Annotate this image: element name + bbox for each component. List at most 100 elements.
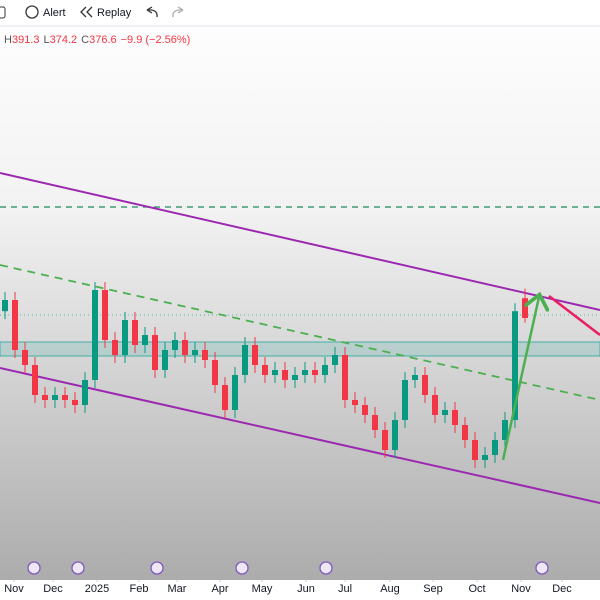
legend-key: H	[4, 34, 12, 46]
candle-body	[362, 405, 368, 415]
candle-body	[22, 350, 28, 365]
event-icon[interactable]	[71, 561, 85, 575]
alert-button[interactable]: Alert	[25, 5, 66, 19]
candle-body	[102, 290, 108, 340]
candle-body	[322, 365, 328, 375]
candle-body	[172, 340, 178, 350]
candle-body	[92, 290, 98, 380]
candle-body	[442, 410, 448, 415]
candle-body	[522, 298, 528, 318]
candle-body	[112, 340, 118, 355]
candle-body	[32, 365, 38, 395]
x-tick-label: Apr	[211, 583, 228, 595]
event-icon[interactable]	[27, 561, 41, 575]
candle-body	[2, 300, 8, 312]
legend-value: −9.9 (−2.56%)	[121, 34, 191, 46]
candle-body	[82, 380, 88, 405]
candle-body	[72, 400, 78, 405]
legend-key: L	[43, 34, 49, 46]
candle-body	[332, 355, 338, 365]
legend-key: C	[81, 34, 89, 46]
channel-lower	[0, 367, 600, 504]
event-icon[interactable]	[319, 561, 333, 575]
ohlc-text: H391.3 L374.2 C376.6 −9.9 (−2.56%)	[4, 34, 190, 46]
event-icon[interactable]	[235, 561, 249, 575]
candle-body	[232, 375, 238, 410]
candle-body	[162, 350, 168, 370]
legend-value: 374.2	[50, 34, 78, 46]
candle-body	[382, 430, 388, 450]
candle-body	[472, 440, 478, 460]
alert-icon	[25, 5, 39, 19]
event-icons	[27, 561, 549, 575]
x-tick-label: 2025	[85, 583, 109, 595]
x-tick-label: Jul	[338, 583, 352, 595]
candle-body	[512, 311, 518, 420]
x-tick-label: Feb	[130, 583, 149, 595]
replay-label: Replay	[97, 7, 132, 19]
x-tick-label: Sep	[423, 583, 443, 595]
channel-upper	[0, 172, 600, 311]
candle-body	[482, 455, 488, 460]
candle-body	[462, 425, 468, 440]
candle-body	[62, 395, 68, 400]
support-zone	[0, 341, 600, 357]
green-arrow	[501, 297, 539, 461]
candle-body	[12, 300, 18, 350]
event-icon[interactable]	[150, 561, 164, 575]
candle-body	[422, 375, 428, 395]
candle-body	[272, 370, 278, 375]
candle-body	[392, 420, 398, 450]
candle-body	[282, 370, 288, 380]
candle-body	[312, 370, 318, 375]
candle-body	[262, 365, 268, 375]
mid-trendline	[0, 264, 600, 401]
candle-body	[152, 335, 158, 370]
candle-body	[452, 410, 458, 425]
toolbar	[0, 0, 600, 26]
candle-body	[492, 440, 498, 455]
ohlc-legend: H391.3 L374.2 C376.6 −9.9 (−2.56%)	[4, 34, 190, 46]
x-tick-label: Nov	[4, 583, 24, 595]
candle-body	[182, 340, 188, 355]
candle-body	[352, 400, 358, 405]
x-tick-label: Mar	[168, 583, 187, 595]
layout-icon[interactable]	[0, 6, 6, 19]
undo-button[interactable]	[146, 6, 158, 18]
x-tick-label: Dec	[552, 583, 572, 595]
replay-button[interactable]: Replay	[80, 6, 132, 19]
candle-body	[242, 345, 248, 375]
candle-body	[212, 360, 218, 385]
candle-body	[502, 420, 508, 440]
candle-body	[342, 355, 348, 400]
candle-body	[142, 335, 148, 345]
candle-body	[372, 415, 378, 430]
x-tick-label: Dec	[43, 583, 63, 595]
x-tick-label: May	[252, 583, 273, 595]
red-arrow	[548, 295, 600, 336]
x-tick-label: Aug	[380, 583, 400, 595]
candle-body	[412, 375, 418, 380]
alert-label: Alert	[43, 7, 66, 19]
candle-body	[122, 320, 128, 355]
candle-body	[192, 350, 198, 355]
candle-body	[222, 385, 228, 410]
replay-icon	[80, 6, 93, 18]
legend-value: 376.6	[89, 34, 117, 46]
candle-body	[132, 320, 138, 345]
candle-body	[292, 375, 298, 380]
x-tick-label: Nov	[511, 583, 531, 595]
candle-body	[202, 350, 208, 360]
candle-body	[42, 395, 48, 400]
time-axis	[0, 580, 600, 600]
candle-body	[432, 395, 438, 415]
candle-body	[252, 345, 258, 365]
event-icon[interactable]	[535, 561, 549, 575]
redo-button[interactable]	[172, 6, 184, 18]
candles	[2, 282, 528, 468]
legend-value: 391.3	[12, 34, 40, 46]
candle-body	[302, 370, 308, 375]
x-tick-label: Oct	[468, 583, 485, 595]
